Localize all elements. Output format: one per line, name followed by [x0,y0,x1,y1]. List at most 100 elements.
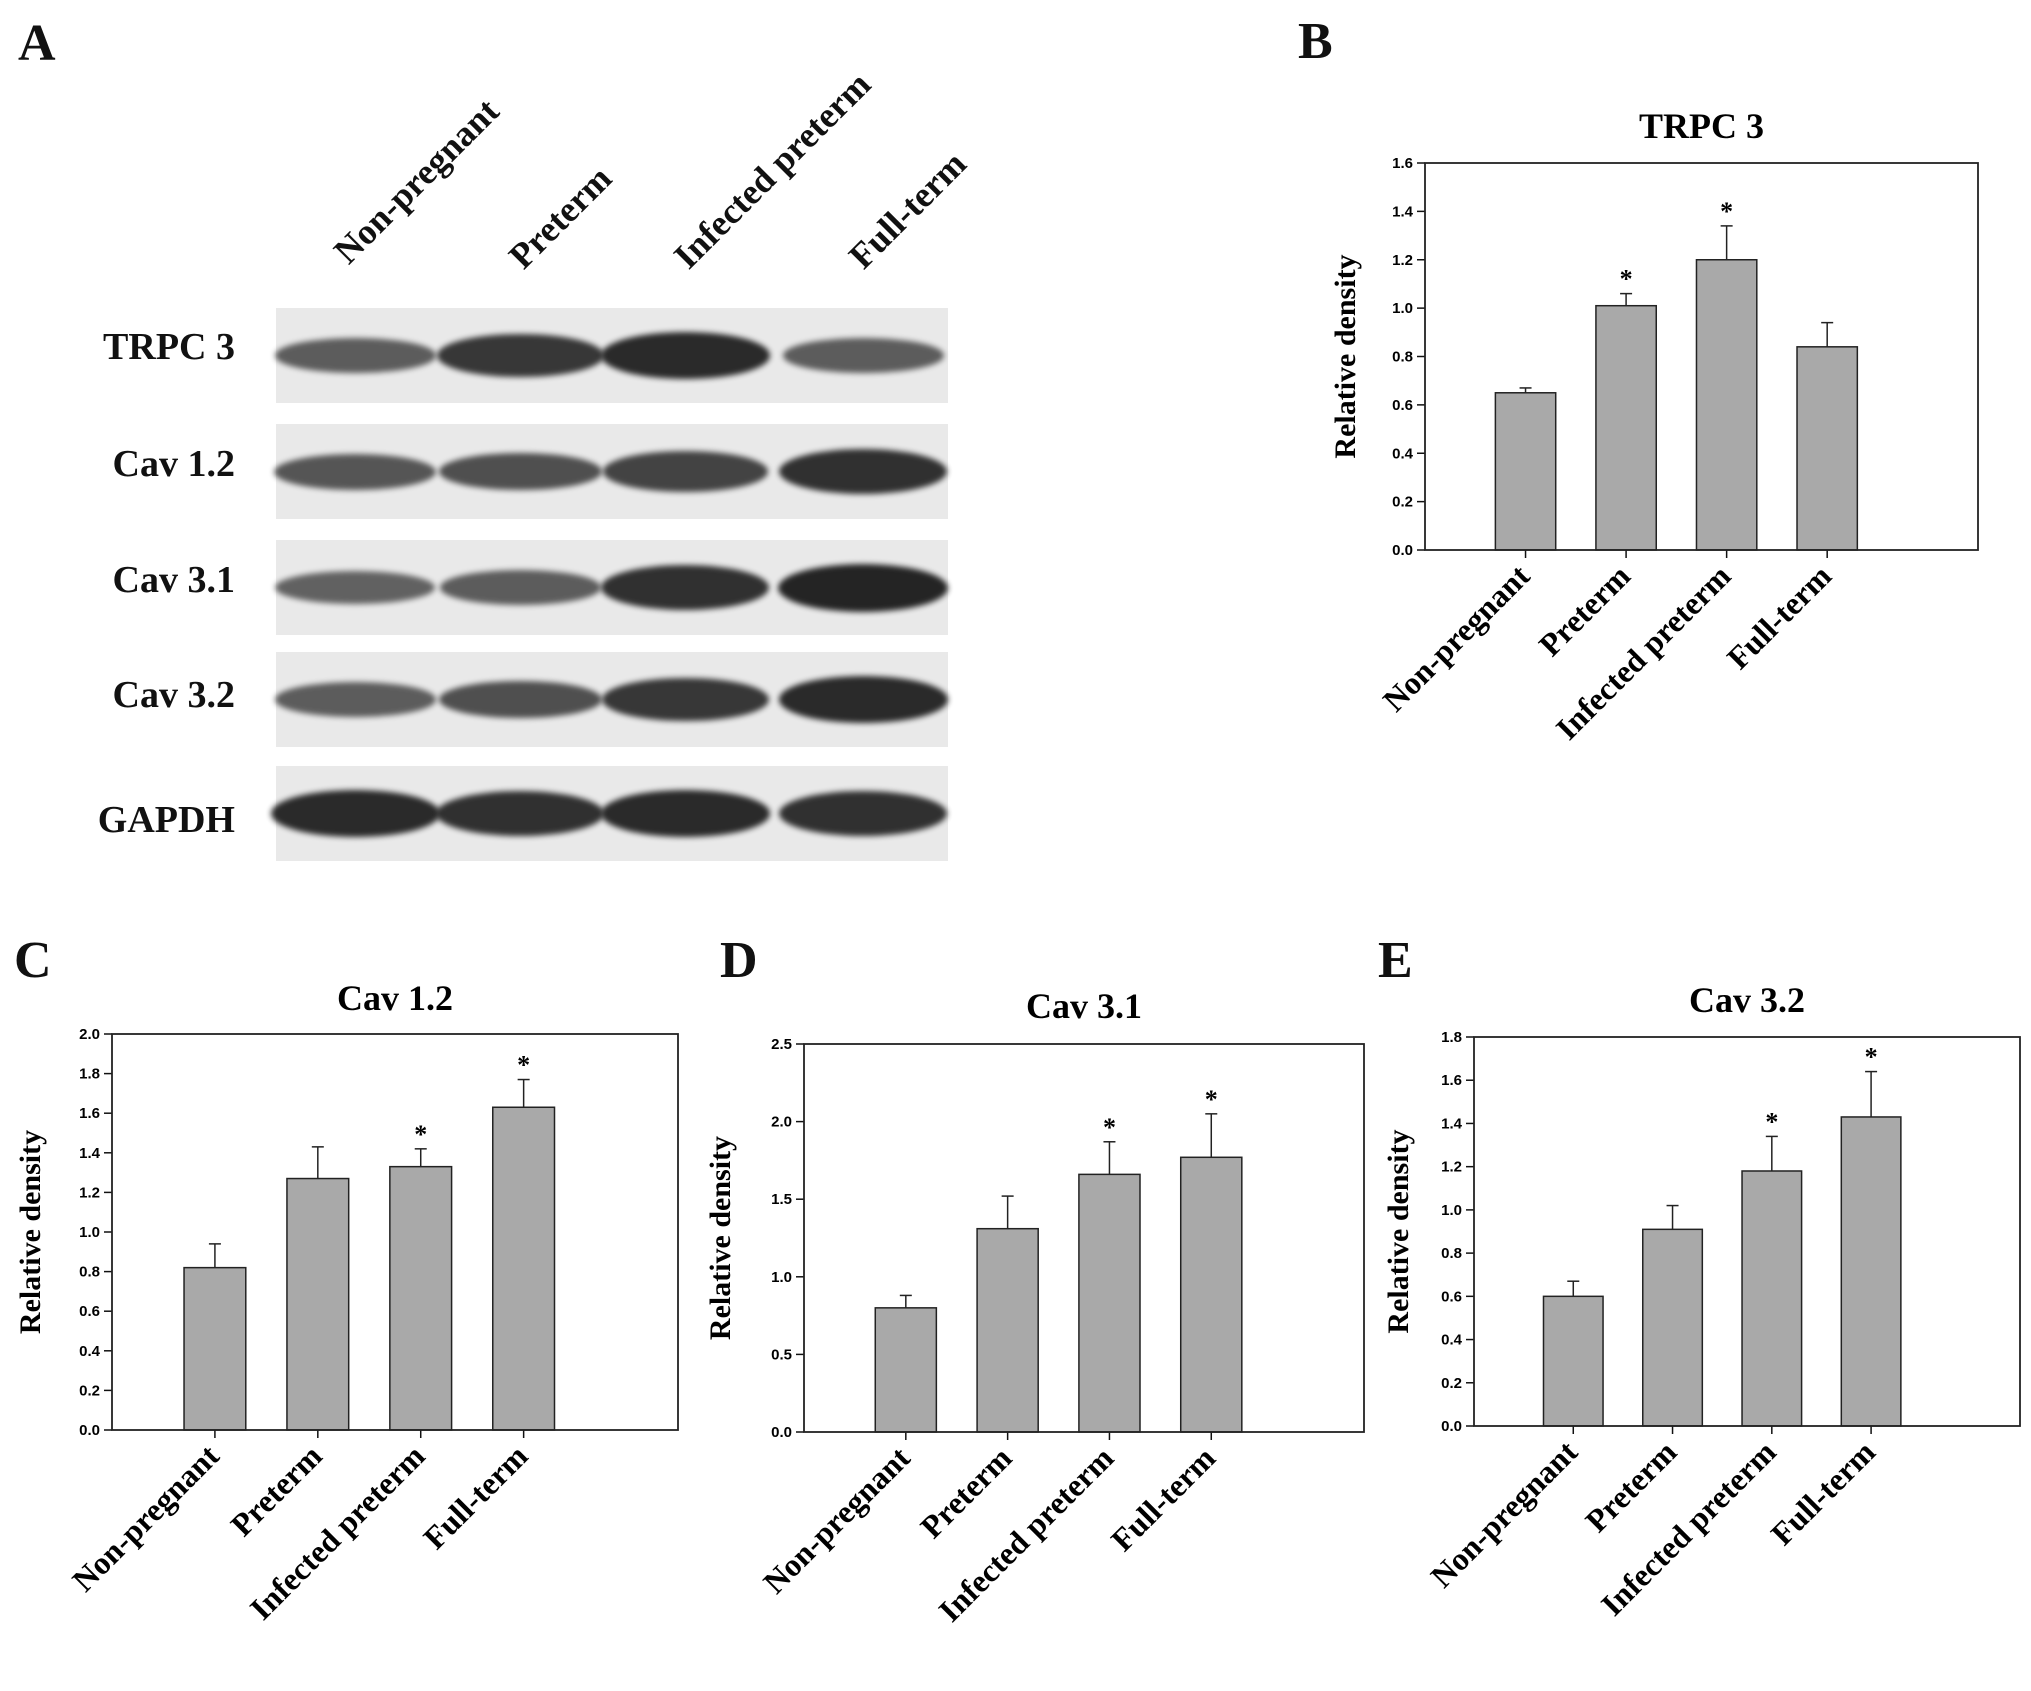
x-tick-label: Full-term [1720,557,1839,676]
panel-letter-b: B [1298,13,1333,70]
x-tick-label: Infected preterm [931,1439,1120,1628]
plot-frame [111,1033,679,1431]
plot-frame [1473,1036,2021,1427]
plot-frame [803,1043,1365,1433]
bar [1542,1295,1604,1427]
y-tick-label: 0.8 [79,1264,100,1281]
x-tick-label: Preterm [223,1437,329,1543]
bar [286,1177,350,1431]
x-tick-label: Preterm [913,1439,1019,1545]
y-tick-label: 1.0 [771,1269,792,1286]
bar [1642,1228,1704,1427]
y-tick-label: 0.6 [1392,397,1413,414]
y-axis-label: Relative density [704,1136,737,1340]
blot-band [438,452,602,491]
blot-band [601,677,769,722]
y-tick-label: 0.0 [79,1422,100,1439]
y-axis-label: Relative density [1382,1129,1415,1333]
y-tick-label: 1.6 [1441,1072,1462,1089]
y-tick-label: 1.0 [1392,300,1413,317]
blot-band [602,451,768,492]
y-tick-label: 1.2 [1441,1159,1462,1176]
y-tick-label: 0.5 [771,1346,792,1363]
bar [1840,1116,1902,1427]
chart-title: Cav 3.1 [1026,986,1142,1026]
x-tick-label: Infected preterm [243,1437,432,1626]
y-axis-label: Relative density [1329,254,1362,458]
significance-marker: * [1865,1043,1878,1072]
y-tick-label: 1.8 [79,1066,100,1083]
y-tick-label: 1.0 [79,1224,100,1241]
x-tick-label: Full-term [1764,1433,1883,1552]
bar [389,1165,453,1431]
y-tick-label: 1.4 [1392,203,1414,220]
blot-protein-label: Cav 3.2 [112,674,235,716]
blot-band [436,333,604,378]
blot-band [779,791,947,836]
y-tick-label: 2.0 [79,1026,100,1043]
bar [492,1106,556,1431]
blot-band [601,565,769,610]
y-tick-label: 0.0 [771,1424,792,1441]
y-tick-label: 0.4 [1392,445,1414,462]
panel-letter-c: C [14,932,52,989]
bar [1494,392,1557,551]
y-tick-label: 1.6 [79,1105,100,1122]
significance-marker: * [1620,265,1633,294]
blot-band [779,449,947,494]
x-tick-label: Infected preterm [1594,1433,1783,1622]
panel-letter-d: D [720,932,758,989]
chart-title: TRPC 3 [1639,106,1764,146]
blot-band [600,790,770,837]
bar [1741,1170,1803,1427]
panel-letter-a: A [18,15,56,72]
bar [976,1227,1039,1433]
y-tick-label: 0.0 [1392,542,1413,559]
blot-band [274,338,436,373]
x-tick-label: Non-pregnant [1423,1433,1584,1594]
y-tick-label: 1.5 [771,1191,792,1208]
bar [1595,304,1658,551]
blot-protein-label: GAPDH [97,799,235,841]
blot-band [274,453,436,490]
bar [183,1266,247,1431]
y-tick-label: 0.2 [79,1382,100,1399]
x-tick-label: Non-pregnant [1376,557,1537,718]
y-tick-label: 2.0 [771,1114,792,1131]
y-tick-label: 0.2 [1392,494,1413,511]
bar [1179,1156,1243,1433]
y-tick-label: 0.8 [1441,1245,1462,1262]
blot-band [438,680,602,719]
y-tick-label: 0.2 [1441,1375,1462,1392]
blot-band [778,676,948,723]
x-tick-label: Full-term [416,1437,535,1556]
significance-marker: * [414,1120,427,1149]
y-tick-label: 0.4 [1441,1332,1463,1349]
blot-band [782,338,944,373]
blot-band [436,791,604,836]
y-tick-label: 1.2 [79,1184,100,1201]
bar [1078,1173,1141,1433]
chart-title: Cav 3.2 [1689,980,1805,1020]
x-tick-label: Non-pregnant [65,1437,226,1598]
bar [1796,346,1859,551]
blot-band [439,570,601,605]
x-tick-label: Non-pregnant [756,1439,917,1600]
bar [1695,259,1758,551]
significance-marker: * [1765,1107,1778,1136]
significance-marker: * [1205,1085,1218,1114]
blot-band [778,563,948,612]
blot-band [275,571,435,604]
blot-band [270,790,440,837]
y-axis-label: Relative density [14,1130,47,1334]
blot-band [600,332,770,379]
y-tick-label: 1.6 [1392,155,1413,172]
x-tick-label: Full-term [1104,1439,1223,1558]
y-tick-label: 2.5 [771,1036,792,1053]
y-tick-label: 0.8 [1392,349,1413,366]
panel-letter-e: E [1378,932,1413,989]
chart-title: Cav 1.2 [337,978,453,1018]
blot-protein-label: Cav 1.2 [112,443,235,485]
significance-marker: * [517,1051,530,1080]
